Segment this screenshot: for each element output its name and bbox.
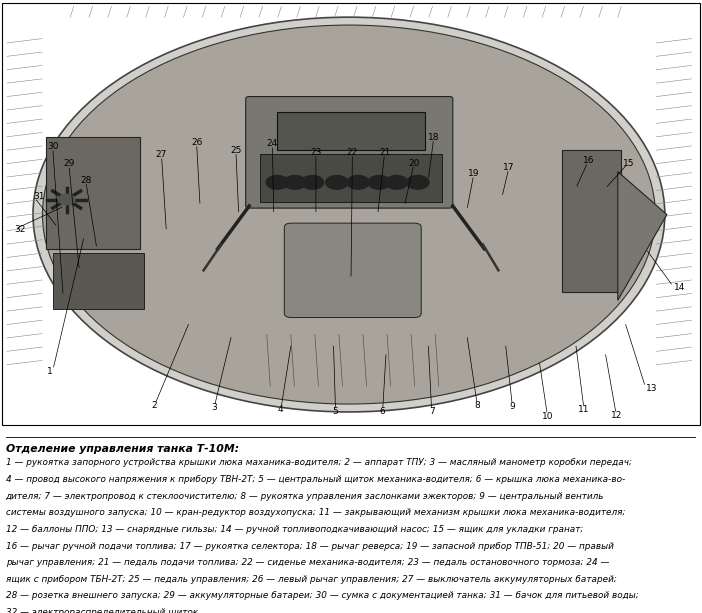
Text: 6: 6: [380, 408, 385, 416]
Ellipse shape: [33, 17, 665, 412]
Text: 16 — рычаг ручной подачи топлива; 17 — рукоятка селектора; 18 — рычаг реверса; 1: 16 — рычаг ручной подачи топлива; 17 — р…: [6, 541, 614, 550]
Text: 5: 5: [333, 406, 338, 416]
Text: системы воздушного запуска; 10 — кран-редуктор воздухопуска; 11 — закрывающий ме: системы воздушного запуска; 10 — кран-ре…: [6, 508, 625, 517]
Circle shape: [326, 175, 348, 189]
Text: 23: 23: [310, 148, 322, 157]
Text: 16: 16: [583, 156, 594, 166]
Text: 28 — розетка внешнего запуска; 29 — аккумуляторные батареи; 30 — сумка с докумен: 28 — розетка внешнего запуска; 29 — акку…: [6, 592, 638, 601]
Text: 24: 24: [267, 139, 278, 148]
Text: 17: 17: [503, 163, 515, 172]
Text: 1: 1: [47, 367, 53, 376]
Text: 4: 4: [278, 405, 284, 414]
Text: 28: 28: [80, 176, 91, 185]
Ellipse shape: [43, 25, 656, 404]
Text: 9: 9: [510, 402, 515, 411]
Text: дителя; 7 — электропровод к стеклоочистителю; 8 — рукоятка управления заслонками: дителя; 7 — электропровод к стеклоочисти…: [6, 492, 604, 501]
Text: 20: 20: [409, 159, 420, 167]
Text: 19: 19: [468, 169, 479, 178]
FancyBboxPatch shape: [246, 96, 453, 208]
Circle shape: [368, 175, 390, 189]
Circle shape: [406, 175, 429, 189]
Text: 32 — электрораспределительный щиток: 32 — электрораспределительный щиток: [6, 608, 198, 613]
Text: 31: 31: [34, 192, 45, 201]
Text: 11: 11: [578, 405, 590, 414]
Text: 21: 21: [379, 148, 390, 157]
Text: 30: 30: [47, 142, 58, 151]
Text: 13: 13: [646, 384, 657, 393]
Circle shape: [385, 175, 408, 189]
Text: 8: 8: [475, 401, 480, 410]
Text: 32: 32: [14, 225, 25, 234]
Text: Отделение управления танка Т-10М:: Отделение управления танка Т-10М:: [6, 444, 239, 454]
Text: 1 — рукоятка запорного устройства крышки люка маханика-водителя; 2 — аппарат ТПУ: 1 — рукоятка запорного устройства крышки…: [6, 459, 632, 467]
Text: 10: 10: [542, 412, 553, 421]
Bar: [53, 253, 144, 309]
Text: 12 — баллоны ППО; 13 — снарядные гильзы; 14 — ручной топливоподкачивающий насос;: 12 — баллоны ППО; 13 — снарядные гильзы;…: [6, 525, 583, 534]
Circle shape: [266, 175, 289, 189]
FancyBboxPatch shape: [284, 223, 421, 318]
Text: 29: 29: [63, 159, 74, 169]
Text: 22: 22: [347, 148, 358, 157]
Text: 26: 26: [191, 138, 202, 147]
Bar: [46, 137, 140, 249]
Text: 3: 3: [211, 403, 217, 412]
Text: 4 — провод высокого напряжения к прибору ТВН-2Т; 5 — центральный щиток механика-: 4 — провод высокого напряжения к прибору…: [6, 475, 625, 484]
Polygon shape: [618, 172, 667, 300]
Circle shape: [284, 175, 306, 189]
Text: 18: 18: [428, 133, 439, 142]
Text: 14: 14: [674, 283, 685, 292]
Bar: [277, 112, 425, 150]
Text: 12: 12: [611, 411, 622, 420]
Circle shape: [58, 194, 75, 205]
Text: 2: 2: [152, 401, 157, 410]
Text: ящик с прибором ТБН-2Т; 25 — педаль управления; 26 — левый рычаг управления; 27 : ящик с прибором ТБН-2Т; 25 — педаль упра…: [6, 575, 616, 584]
Text: рычаг управления; 21 — педаль подачи топлива; 22 — сиденье механика-водителя; 23: рычаг управления; 21 — педаль подачи топ…: [6, 558, 609, 567]
Text: 15: 15: [623, 159, 634, 167]
Text: 25: 25: [230, 146, 241, 154]
Text: 7: 7: [429, 408, 435, 416]
Bar: [562, 150, 621, 292]
Circle shape: [347, 175, 369, 189]
Text: 27: 27: [156, 150, 167, 159]
Circle shape: [301, 175, 324, 189]
Bar: [260, 154, 442, 202]
